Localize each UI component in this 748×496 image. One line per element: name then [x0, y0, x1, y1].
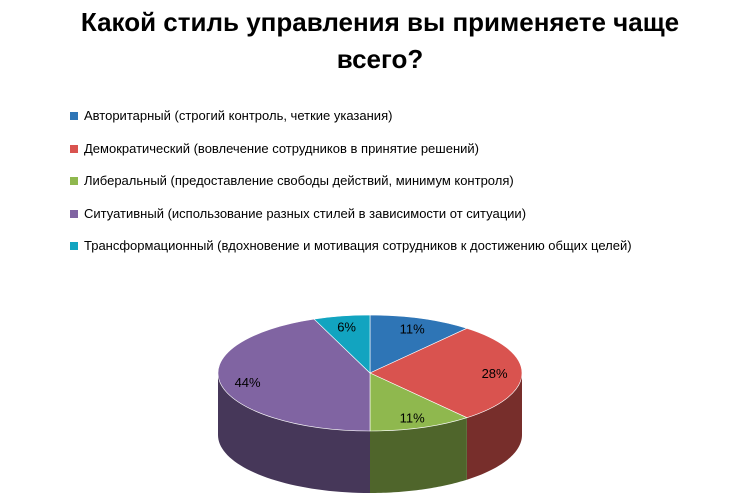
- pie-slice-side: [218, 373, 370, 493]
- legend-item: Демократический (вовлечение сотрудников …: [70, 141, 632, 157]
- legend-label: Трансформационный (вдохновение и мотивац…: [84, 238, 632, 253]
- pie-slice: [369, 327, 523, 419]
- legend-swatch: [70, 209, 78, 218]
- pie-slice: [369, 314, 468, 374]
- legend-label: Авторитарный (строгий контроль, четкие у…: [84, 108, 393, 123]
- data-label: 44%: [235, 375, 261, 390]
- legend-label: Демократический (вовлечение сотрудников …: [84, 140, 479, 156]
- legend-swatch: [70, 144, 78, 153]
- pie-slice: [313, 314, 371, 374]
- pie-slice: [369, 372, 468, 432]
- legend-item: Либеральный (предоставление свободы дейс…: [70, 173, 632, 189]
- pie-sides: [218, 373, 522, 493]
- legend-swatch: [70, 112, 78, 120]
- data-label: 28%: [482, 366, 508, 381]
- legend-item: Ситуативный (использование разных стилей…: [70, 206, 632, 222]
- legend-swatch: [70, 177, 78, 185]
- pie-tops: [217, 314, 523, 432]
- legend-item: Трансформационный (вдохновение и мотивац…: [70, 238, 632, 254]
- legend-swatch: [70, 242, 78, 250]
- data-label: 11%: [400, 411, 425, 426]
- pie-slice-side: [370, 417, 467, 493]
- legend-label: Либеральный (предоставление свободы дейс…: [84, 173, 514, 188]
- data-label: 11%: [400, 321, 425, 336]
- legend-label: Ситуативный (использование разных стилей…: [84, 205, 527, 221]
- pie-slice: [217, 318, 371, 432]
- data-label: 6%: [337, 319, 356, 334]
- chart-title: Какой стиль управления вы применяете чащ…: [80, 7, 680, 74]
- legend: Авторитарный (строгий контроль, четкие у…: [70, 108, 632, 271]
- pie-labels: 11% 28% 11% 44% 6%: [235, 319, 508, 425]
- pie-slice-side: [466, 373, 522, 480]
- legend-item: Авторитарный (строгий контроль, четкие у…: [70, 108, 632, 124]
